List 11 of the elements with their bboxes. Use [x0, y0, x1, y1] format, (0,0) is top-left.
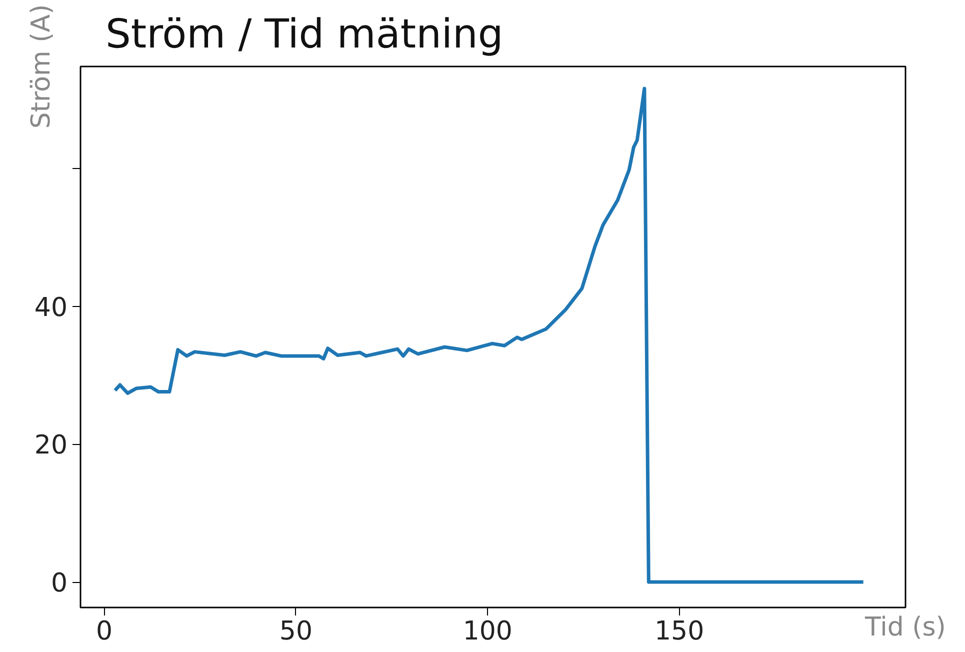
y-tick-label: 20	[34, 430, 68, 461]
y-axis-title: Ström (A)	[26, 4, 56, 129]
x-tick-label: 150	[654, 616, 704, 646]
x-tick-label: 50	[279, 616, 313, 646]
x-axis-title: Tid (s)	[864, 612, 946, 642]
chart-title: Ström / Tid mätning	[106, 12, 504, 58]
line-series	[113, 86, 866, 584]
x-tick-label: 0	[96, 616, 113, 646]
y-tick-label: 0	[50, 568, 68, 598]
x-tick-label: 100	[462, 616, 512, 646]
y-tick-label: 40	[34, 292, 68, 323]
